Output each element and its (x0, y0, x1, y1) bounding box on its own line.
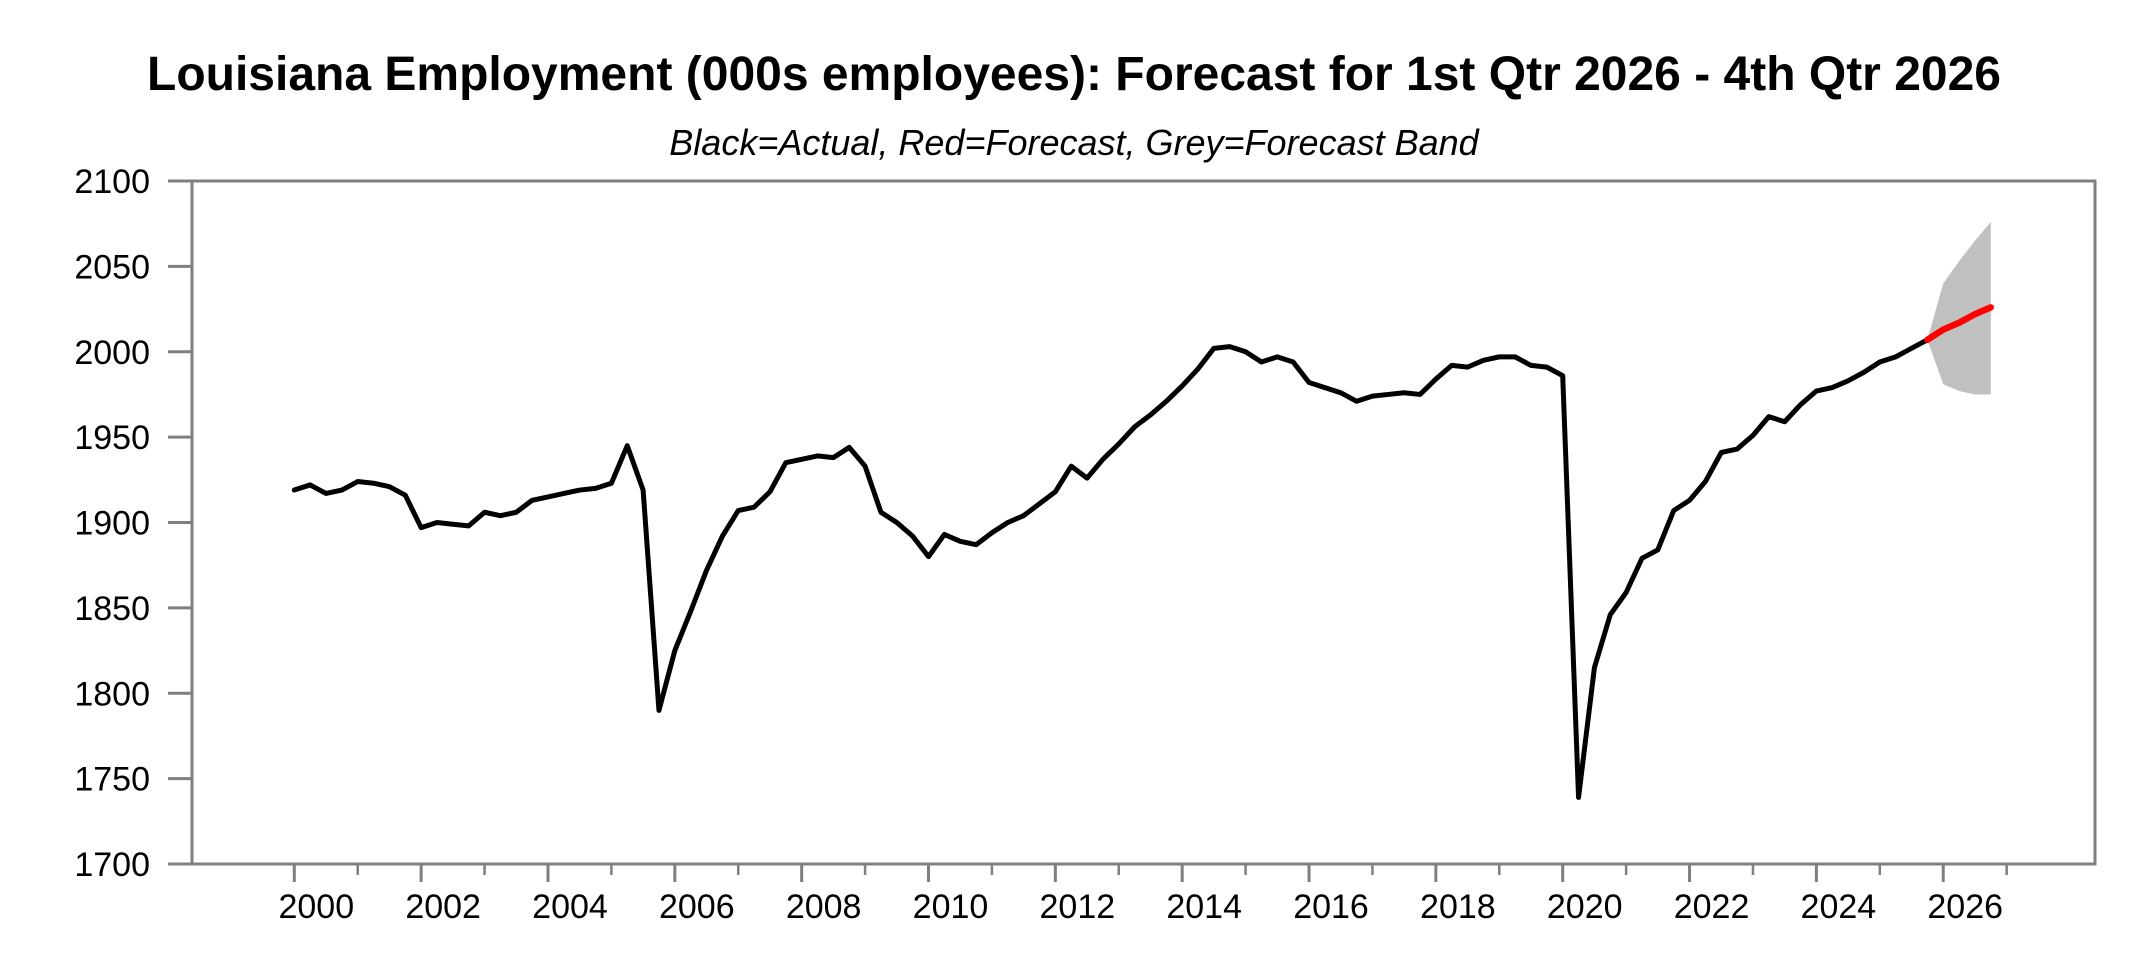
x-axis-tick-label: 2020 (1547, 888, 1623, 926)
x-axis-tick-label: 2008 (786, 888, 862, 926)
x-axis-tick-label: 2024 (1801, 888, 1877, 926)
y-axis-tick-label: 1750 (74, 761, 150, 799)
x-axis-tick-label: 2016 (1293, 888, 1369, 926)
y-axis-tick-label: 2100 (74, 163, 150, 201)
y-axis-tick-label: 1900 (74, 505, 150, 543)
forecast-band-area (1927, 221, 1991, 395)
x-axis-tick-label: 2012 (1040, 888, 1116, 926)
y-axis-tick-label: 2050 (74, 248, 150, 286)
x-axis-tick-label: 2022 (1674, 888, 1750, 926)
y-axis-tick-label: 1800 (74, 675, 150, 713)
x-axis-tick-label: 2010 (913, 888, 989, 926)
x-axis-tick-label: 2026 (1927, 888, 2003, 926)
y-axis-tick-label: 1850 (74, 590, 150, 628)
x-axis-tick-label: 2000 (278, 888, 354, 926)
x-axis-tick-label: 2004 (532, 888, 608, 926)
chart-subtitle: Black=Actual, Red=Forecast, Grey=Forecas… (669, 122, 1479, 163)
x-axis-tick-label: 2006 (659, 888, 735, 926)
x-axis-tick-label: 2002 (405, 888, 481, 926)
x-axis-tick-label: 2014 (1166, 888, 1242, 926)
x-axis-tick-label: 2018 (1420, 888, 1496, 926)
forecast-series-line (1924, 304, 1995, 344)
plot-frame (190, 179, 2097, 866)
y-axis-tick-label: 1700 (74, 846, 150, 884)
y-axis-tick-label: 2000 (74, 334, 150, 372)
y-axis-tick-label: 1950 (74, 419, 150, 457)
page-title: Louisiana Employment (000s employees): F… (147, 48, 2001, 101)
actual-series-line (291, 337, 1930, 800)
